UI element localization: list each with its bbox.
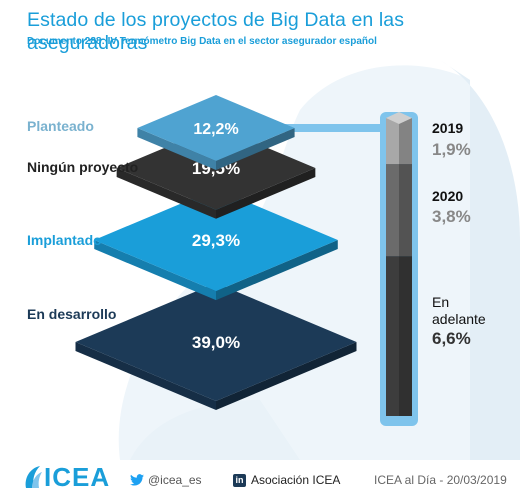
linkedin-link[interactable]: in Asociación ICEA [233, 470, 340, 490]
diamond-side-right [216, 342, 357, 411]
pillar-segment-1 [386, 118, 412, 165]
diamond-side-left [75, 342, 216, 411]
publication-date: ICEA al Día - 20/03/2019 [374, 473, 507, 487]
breakdown-period-line-1: En [432, 294, 450, 310]
diamond-top [94, 188, 338, 292]
breakdown-value-2019: 1,9% [432, 140, 471, 159]
chart-title: Estado de los proyectos de Big Data en l… [27, 9, 405, 54]
breakdown-period-2019: 2019 [432, 120, 464, 136]
diamond-top [75, 282, 357, 402]
diamond-implantado: 29,3% [94, 188, 338, 301]
diamond-top [137, 94, 295, 162]
chart-subtitle: Documento 288: IV Termómetro Big Data en… [27, 36, 377, 47]
pillar-cap [386, 112, 412, 124]
breakdown-value-2020: 3,8% [432, 207, 471, 226]
twitter-link[interactable]: @icea_es [130, 470, 202, 490]
breakdown-period-line-2: adelante [432, 311, 486, 327]
diamond-side-left [116, 168, 216, 219]
data-label-planteado: 12,2% [193, 121, 238, 138]
diamond-side-right [216, 128, 295, 171]
diamond-side-left [137, 128, 216, 171]
twitter-icon [130, 474, 144, 486]
category-label-en-desarrollo: En desarrollo [27, 306, 117, 322]
pillar-face-side [399, 118, 412, 165]
pillar-face-front [386, 256, 399, 416]
icea-logo: ICEA [22, 462, 110, 492]
data-label-implantado: 29,3% [192, 231, 240, 250]
breakdown-value-en-adelante: 6,6% [432, 329, 471, 348]
linkedin-icon: in [233, 473, 246, 487]
diamond-en-desarrollo: 39,0% [75, 282, 357, 411]
data-label-en-desarrollo: 39,0% [192, 333, 240, 352]
pillar-segment-3 [386, 256, 412, 416]
category-label-implantado: Implantado [27, 232, 102, 248]
icea-logo-icon [25, 466, 42, 488]
breakdown-period-2020: 2020 [432, 188, 464, 204]
linkedin-name: Asociación ICEA [251, 473, 341, 487]
pillar-face-front [386, 164, 399, 257]
category-label-ningun-proyecto: Ningún proyecto [27, 159, 139, 175]
connector-line [216, 124, 392, 132]
pillar-face-side [399, 256, 412, 416]
breakdown-period-en-adelante: En adelante [432, 294, 486, 328]
diamond-side-left [94, 240, 216, 301]
category-label-planteado: Planteado [27, 118, 94, 134]
pillar-face-side [399, 164, 412, 257]
diamond-side-right [216, 240, 338, 301]
diamond-side-right [216, 168, 316, 219]
icea-brand-text: ICEA [44, 461, 111, 492]
pillar-face-front [386, 118, 399, 165]
twitter-handle: @icea_es [148, 473, 202, 487]
pillar-segment-2 [386, 164, 412, 257]
diamond-planteado: 12,2% [137, 94, 295, 171]
